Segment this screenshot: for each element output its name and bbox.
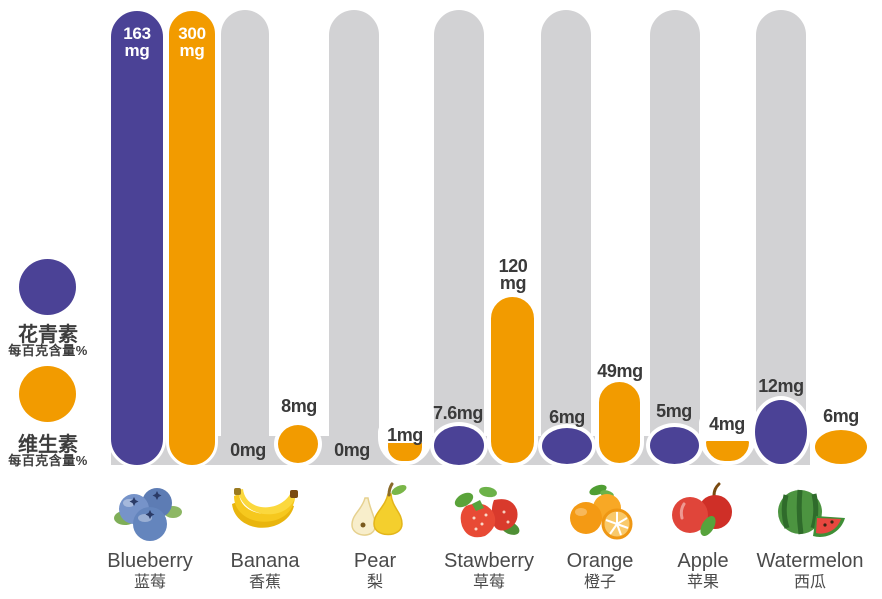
- apple-anthocyanin-value: 5mg: [656, 401, 692, 421]
- banana-icon: [232, 488, 298, 528]
- fruit-name-en: Banana: [230, 550, 300, 572]
- blueberry-anthocyanin-value: 163 mg: [123, 24, 151, 60]
- fruit-label-orange: Orange 橙子: [525, 550, 675, 593]
- pear-vitamin-value: 1mg: [387, 425, 423, 445]
- strawberry-anthocyanin-dot: [430, 422, 488, 469]
- banana-vitamin-dot: [274, 421, 322, 467]
- fruit-name-zh: 香蕉: [248, 574, 281, 591]
- fruit-name-en: Stawberry: [443, 550, 535, 572]
- fruit-name-zh: 梨: [366, 574, 383, 591]
- watermelon-anthocyanin-dot: [751, 396, 811, 468]
- vitamin-legend-dot: [19, 366, 76, 422]
- fruit-label-pear: Pear 梨: [300, 550, 450, 593]
- strawberry-anthocyanin-value: 7.6mg: [432, 403, 484, 423]
- fruit-name-en: Apple: [677, 550, 729, 572]
- orange-anthocyanin-value: 6mg: [549, 407, 585, 427]
- banana-track: [221, 10, 269, 465]
- fruit-name-zh: 苹果: [686, 574, 719, 591]
- blueberry-vitamin-bar: 300 mg: [166, 8, 218, 468]
- pear-icon: [351, 482, 407, 536]
- strawberry-vitamin-value: 120 mg: [498, 256, 528, 293]
- apple-vitamin-value: 4mg: [709, 414, 745, 434]
- vitamin-legend-label: 维生素: [18, 434, 78, 456]
- fruit-label-blueberry: Blueberry 蓝莓: [75, 550, 225, 593]
- fruit-name-en: Pear: [353, 550, 397, 572]
- watermelon-vitamin-dot: [811, 426, 871, 468]
- strawberry-icon: [454, 486, 520, 538]
- orange-icon: [570, 484, 633, 540]
- orange-vitamin-value: 49mg: [597, 361, 643, 381]
- watermelon-icon: [778, 489, 845, 537]
- blueberry-icon: [114, 488, 182, 541]
- strawberry-track: [434, 10, 484, 465]
- fruit-label-watermelon: Watermelon 西瓜: [735, 550, 882, 593]
- apple-anthocyanin-dot: [646, 423, 703, 468]
- fruit-name-zh: 蓝莓: [133, 574, 166, 591]
- orange-track: [541, 10, 591, 465]
- pear-track: [329, 10, 379, 465]
- fruit-label-banana: Banana 香蕉: [190, 550, 340, 593]
- fruit-label-apple: Apple 苹果: [628, 550, 778, 593]
- strawberry-vitamin-bar: [487, 293, 538, 467]
- fruit-name-zh: 草莓: [472, 574, 505, 591]
- watermelon-track: [756, 10, 806, 465]
- fruit-label-strawberry: Stawberry 草莓: [414, 550, 564, 593]
- apple-track: [650, 10, 700, 465]
- orange-vitamin-bar: [595, 378, 644, 467]
- pear-anthocyanin-value: 0mg: [334, 440, 370, 460]
- anthocyanin-legend-sublabel: 每百克含量%: [8, 343, 88, 358]
- fruit-name-en: Blueberry: [107, 550, 193, 572]
- anthocyanin-legend-dot: [19, 259, 76, 315]
- banana-anthocyanin-value: 0mg: [230, 440, 266, 460]
- fruit-name-zh: 橙子: [583, 574, 616, 591]
- blueberry-anthocyanin-bar: 163 mg: [108, 8, 166, 468]
- blueberry-vitamin-value: 300 mg: [178, 24, 206, 60]
- pear-vitamin-dot: [384, 443, 426, 465]
- fruit-name-en: Orange: [566, 550, 634, 572]
- vitamin-legend-sublabel: 每百克含量%: [8, 453, 88, 468]
- anthocyanin-legend-label: 花青素: [18, 324, 78, 346]
- banana-vitamin-value: 8mg: [281, 396, 317, 416]
- apple-icon: [672, 482, 732, 536]
- fruit-name-zh: 西瓜: [793, 574, 826, 591]
- fruit-name-en: Watermelon: [756, 550, 864, 572]
- orange-anthocyanin-dot: [538, 424, 596, 468]
- watermelon-anthocyanin-value: 12mg: [758, 376, 804, 396]
- watermelon-vitamin-value: 6mg: [823, 406, 859, 426]
